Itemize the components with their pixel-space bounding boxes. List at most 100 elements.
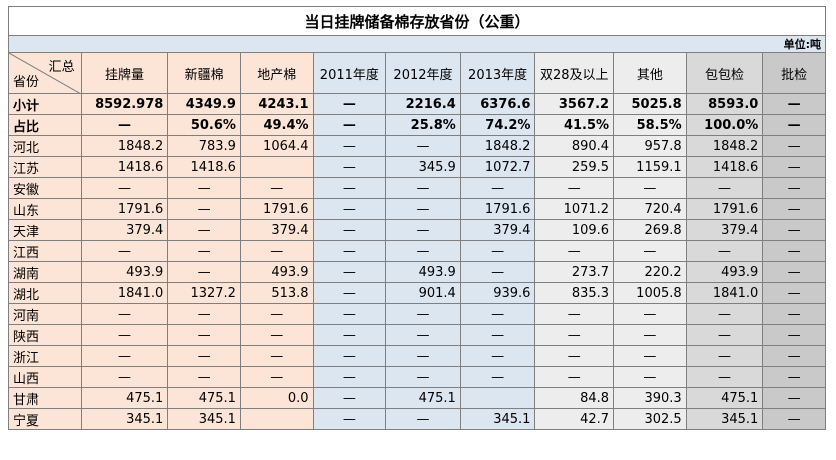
table-cell: 475.1: [167, 387, 241, 409]
table-cell: —: [762, 198, 826, 220]
table-cell: —: [762, 177, 826, 199]
table-row: 宁夏 345.1 345.1— —345.1 42.7 302.5 345.1—: [8, 408, 826, 430]
table-row: 占比 —50.6% 49.4% —25.8% 74.2% 41.5% 58.5% 100.0%…: [8, 114, 826, 136]
table-cell: —: [312, 345, 387, 367]
table-cell: —: [80, 240, 169, 262]
table-cell: 957.8: [613, 135, 687, 157]
table-cell: 1418.6: [167, 156, 241, 178]
table-cell: —: [312, 366, 387, 388]
column-header: 2012年度: [385, 52, 461, 94]
table-row: 河南 — — — — — — — — — —: [8, 303, 826, 325]
row-label: 河南: [8, 303, 82, 325]
table-cell: 1418.6: [685, 156, 764, 178]
row-label: 山西: [8, 366, 82, 388]
table-cell: —: [762, 135, 826, 157]
table-cell: 475.1: [385, 387, 461, 409]
table-cell: 109.6: [534, 219, 615, 241]
table-cell: —: [167, 366, 241, 388]
table-wrap: 当日挂牌储备棉存放省份（公重） 单位:吨 汇总 省份 挂牌量 新疆棉 地产棉 2011…: [8, 6, 826, 430]
table-cell: 49.4%: [239, 114, 314, 136]
table-cell: —: [385, 366, 461, 388]
table-cell: 220.2: [613, 261, 687, 283]
table-cell: —: [385, 198, 461, 220]
table-cell: 41.5%: [534, 114, 615, 136]
table-cell: 1072.7: [459, 156, 536, 178]
table-cell: 259.5: [534, 156, 615, 178]
row-label: 天津: [8, 219, 82, 241]
table-cell: 100.0%: [685, 114, 764, 136]
table-cell: 269.8: [613, 219, 687, 241]
table-cell: —: [385, 303, 461, 325]
table-cell: 74.2%: [459, 114, 536, 136]
table-cell: 475.1: [80, 387, 169, 409]
table-cell: —: [312, 93, 387, 115]
column-header: 地产棉: [239, 52, 314, 94]
table-cell: 720.4: [613, 198, 687, 220]
table-row: 浙江 — — — — — — — — — —: [8, 345, 826, 367]
corner-bottom: 省份: [13, 75, 40, 90]
table-cell: —: [312, 261, 387, 283]
table-cell: —: [613, 240, 687, 262]
table-cell: 6376.6: [459, 93, 536, 115]
table-cell: —: [385, 324, 461, 346]
table-cell: —: [312, 177, 387, 199]
table-cell: —: [312, 135, 387, 157]
table-cell: —: [80, 324, 169, 346]
table-cell: 25.8%: [385, 114, 461, 136]
table-cell: —: [685, 303, 764, 325]
table-cell: 783.9: [167, 135, 241, 157]
table-cell: —: [534, 345, 615, 367]
table-cell: —: [762, 156, 826, 178]
row-label: 江西: [8, 240, 82, 262]
table-cell: 302.5: [613, 408, 687, 430]
table-row: 小计 8592.978 4349.9 4243.1—2216.4 6376.6 3567.…: [8, 93, 826, 115]
table-cell: [239, 156, 314, 178]
table-cell: 5025.8: [613, 93, 687, 115]
row-label: 湖南: [8, 261, 82, 283]
table-cell: —: [312, 156, 387, 178]
table-cell: 379.4: [239, 219, 314, 241]
row-label: 甘肃: [8, 387, 82, 409]
table-cell: —: [80, 114, 169, 136]
row-label: 陕西: [8, 324, 82, 346]
table-cell: 379.4: [459, 219, 536, 241]
row-label: 浙江: [8, 345, 82, 367]
table-cell: 84.8: [534, 387, 615, 409]
table-cell: —: [239, 366, 314, 388]
row-label: 江苏: [8, 156, 82, 178]
table-row: 天津 379.4—379.4— —379.4 109.6 269.8 379.4—: [8, 219, 826, 241]
table-cell: 493.9: [685, 261, 764, 283]
table-cell: —: [762, 345, 826, 367]
diagonal: [9, 53, 80, 93]
table-cell: 4243.1: [239, 93, 314, 115]
table-cell: 1327.2: [167, 282, 241, 304]
table-cell: —: [762, 93, 826, 115]
table-cell: 1791.6: [80, 198, 169, 220]
table-cell: 345.1: [80, 408, 169, 430]
table-cell: —: [762, 219, 826, 241]
table-cell: 8593.0: [685, 93, 764, 115]
table-cell: 4349.9: [167, 93, 241, 115]
table-cell: —: [459, 345, 536, 367]
table-cell: —: [685, 345, 764, 367]
table-cell: —: [762, 387, 826, 409]
table-cell: —: [762, 408, 826, 430]
table-cell: 1848.2: [685, 135, 764, 157]
table-cell: —: [613, 177, 687, 199]
table-cell: —: [239, 240, 314, 262]
table-cell: —: [167, 303, 241, 325]
table-cell: —: [385, 135, 461, 157]
table-cell: 493.9: [80, 261, 169, 283]
column-header: 其他: [613, 52, 687, 94]
table-cell: 1848.2: [80, 135, 169, 157]
table-cell: 273.7: [534, 261, 615, 283]
table-cell: —: [239, 324, 314, 346]
table-row: 江西 — — — — — — — — — —: [8, 240, 826, 262]
table-row: 江苏 1418.6 1418.6—345.9 1072.7 259.5 1159.1 141…: [8, 156, 826, 178]
table-cell: 8592.978: [80, 93, 169, 115]
table-cell: —: [312, 324, 387, 346]
column-header: 包包检: [685, 52, 764, 94]
table-cell: —: [385, 345, 461, 367]
data-table: 当日挂牌储备棉存放省份（公重） 单位:吨 汇总 省份 挂牌量 新疆棉 地产棉 2011…: [8, 6, 826, 430]
